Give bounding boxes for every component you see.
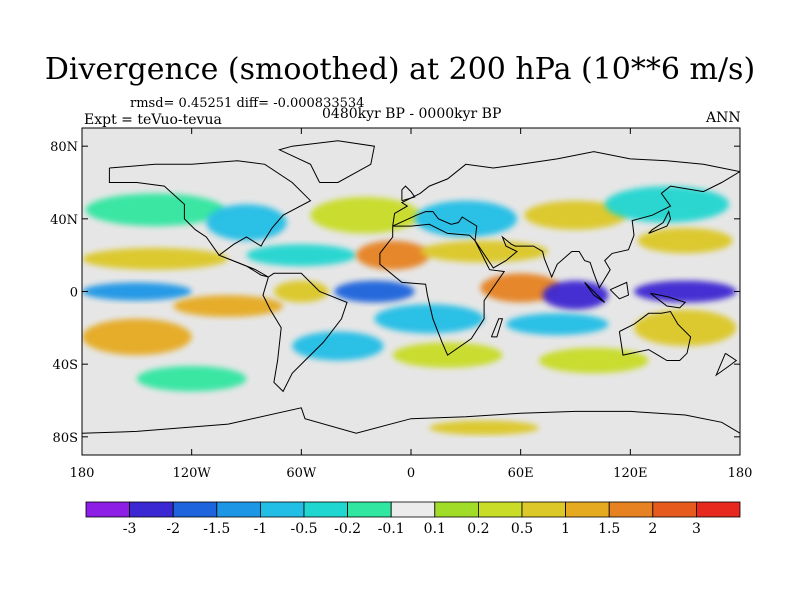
colorbar-label: -3 [123, 521, 137, 537]
colorbar-label: 3 [692, 521, 701, 537]
coastline [609, 281, 630, 300]
y-tick-label: 80N [50, 140, 78, 155]
x-tick-label: 0 [407, 466, 415, 481]
colorbar-swatch [216, 501, 261, 518]
coastline-layer [82, 140, 740, 434]
colorbar-swatch [696, 501, 741, 518]
colorbar: -3 -2 -1.5 -1 -0.5 -0.2 -0.1 0.1 0.2 0.5 1 1.5 2 3 [85, 501, 741, 537]
field-contour-blob [85, 193, 225, 227]
colorbar-swatch [390, 501, 436, 518]
x-tick-label: 120E [613, 466, 647, 481]
x-tick-label: 60W [286, 466, 317, 481]
field-contour-blob [292, 331, 384, 361]
axis-layer: 80N 40N 0 40S 80S 180 120W 60W 0 60E 120E 180 [50, 128, 752, 481]
coastline [618, 310, 692, 361]
colorbar-swatch [172, 501, 218, 518]
colorbar-swatch [347, 501, 392, 518]
coastline [108, 160, 312, 278]
coastline [277, 140, 375, 183]
field-contour-blob [82, 282, 192, 301]
period-label: 0480kyr BP - 0000kyr BP [322, 106, 502, 122]
colorbar-label: -0.2 [334, 521, 361, 537]
plot-title: Divergence (smoothed) at 200 hPa (10**6 … [44, 52, 756, 87]
colorbar-swatch [259, 501, 305, 518]
coastline [584, 282, 606, 303]
colorbar-label: -1 [254, 521, 268, 537]
coastline [379, 223, 506, 356]
colorbar-swatch [652, 501, 697, 518]
field-contour-blob [538, 347, 649, 374]
coastline [262, 272, 348, 393]
colorbar-label: -2 [166, 521, 180, 537]
field-contour-blob [506, 313, 609, 336]
field-contour-blob [374, 304, 485, 334]
colorbar-label: -0.1 [378, 521, 405, 537]
field-contour-blob [633, 280, 737, 303]
coastline [715, 352, 738, 377]
colorbar-label: 1.5 [598, 521, 620, 537]
colorbar-swatch [521, 501, 566, 518]
field-contour-blob [206, 204, 287, 241]
x-tick-label: 120W [173, 466, 212, 481]
field-contour-blob [633, 309, 737, 347]
colorbar-swatch [608, 501, 654, 518]
colorbar-swatch [303, 501, 348, 518]
field-contour-blob [82, 247, 229, 270]
y-tick-label: 80S [53, 431, 78, 446]
field-contour-blob [246, 244, 357, 267]
y-tick-label: 0 [70, 286, 78, 301]
colorbar-swatch [85, 501, 130, 518]
colorbar-label: 1 [561, 521, 570, 537]
coastline [650, 292, 687, 309]
colorbar-label: 0.5 [511, 521, 533, 537]
colorbar-label: -1.5 [203, 521, 230, 537]
coastline [490, 318, 504, 338]
field-contour-blob [356, 240, 430, 270]
colorbar-label: 0.2 [467, 521, 489, 537]
experiment-label: Expt = teVuo-tevua [84, 112, 222, 128]
colorbar-swatch [565, 501, 610, 518]
coastline [648, 210, 672, 234]
colorbar-label: 2 [648, 521, 657, 537]
field-contour-blob [542, 280, 609, 310]
x-tick-label: 180 [70, 466, 95, 481]
field-contour-blob [273, 280, 329, 303]
field-contour-blob [82, 318, 192, 356]
colorbar-label: -0.5 [291, 521, 318, 537]
season-label: ANN [706, 110, 741, 126]
field-contour-blob [334, 280, 415, 303]
field-contour-blob [310, 197, 421, 234]
field-contour-blob [429, 420, 539, 436]
y-tick-label: 40N [50, 213, 78, 228]
y-tick-label: 40S [53, 358, 78, 373]
colorbar-label: 0.1 [424, 521, 446, 537]
field-contour-blob [524, 200, 627, 230]
x-tick-label: 60E [508, 466, 534, 481]
coastline [401, 185, 416, 202]
field-contour-blob [604, 186, 730, 223]
coastline [392, 151, 740, 290]
field-contour-blob [637, 227, 733, 254]
field-contour-blob [480, 273, 561, 303]
field-contour-blob [173, 295, 284, 317]
field-contour-blob [136, 365, 247, 392]
coastline [82, 407, 740, 434]
colorbar-swatch [477, 501, 523, 518]
x-tick-label: 180 [728, 466, 753, 481]
colorbar-swatch [434, 501, 479, 518]
colorbar-swatch [129, 501, 174, 518]
stats-line: rmsd= 0.45251 diff= -0.000833534 [130, 96, 365, 111]
